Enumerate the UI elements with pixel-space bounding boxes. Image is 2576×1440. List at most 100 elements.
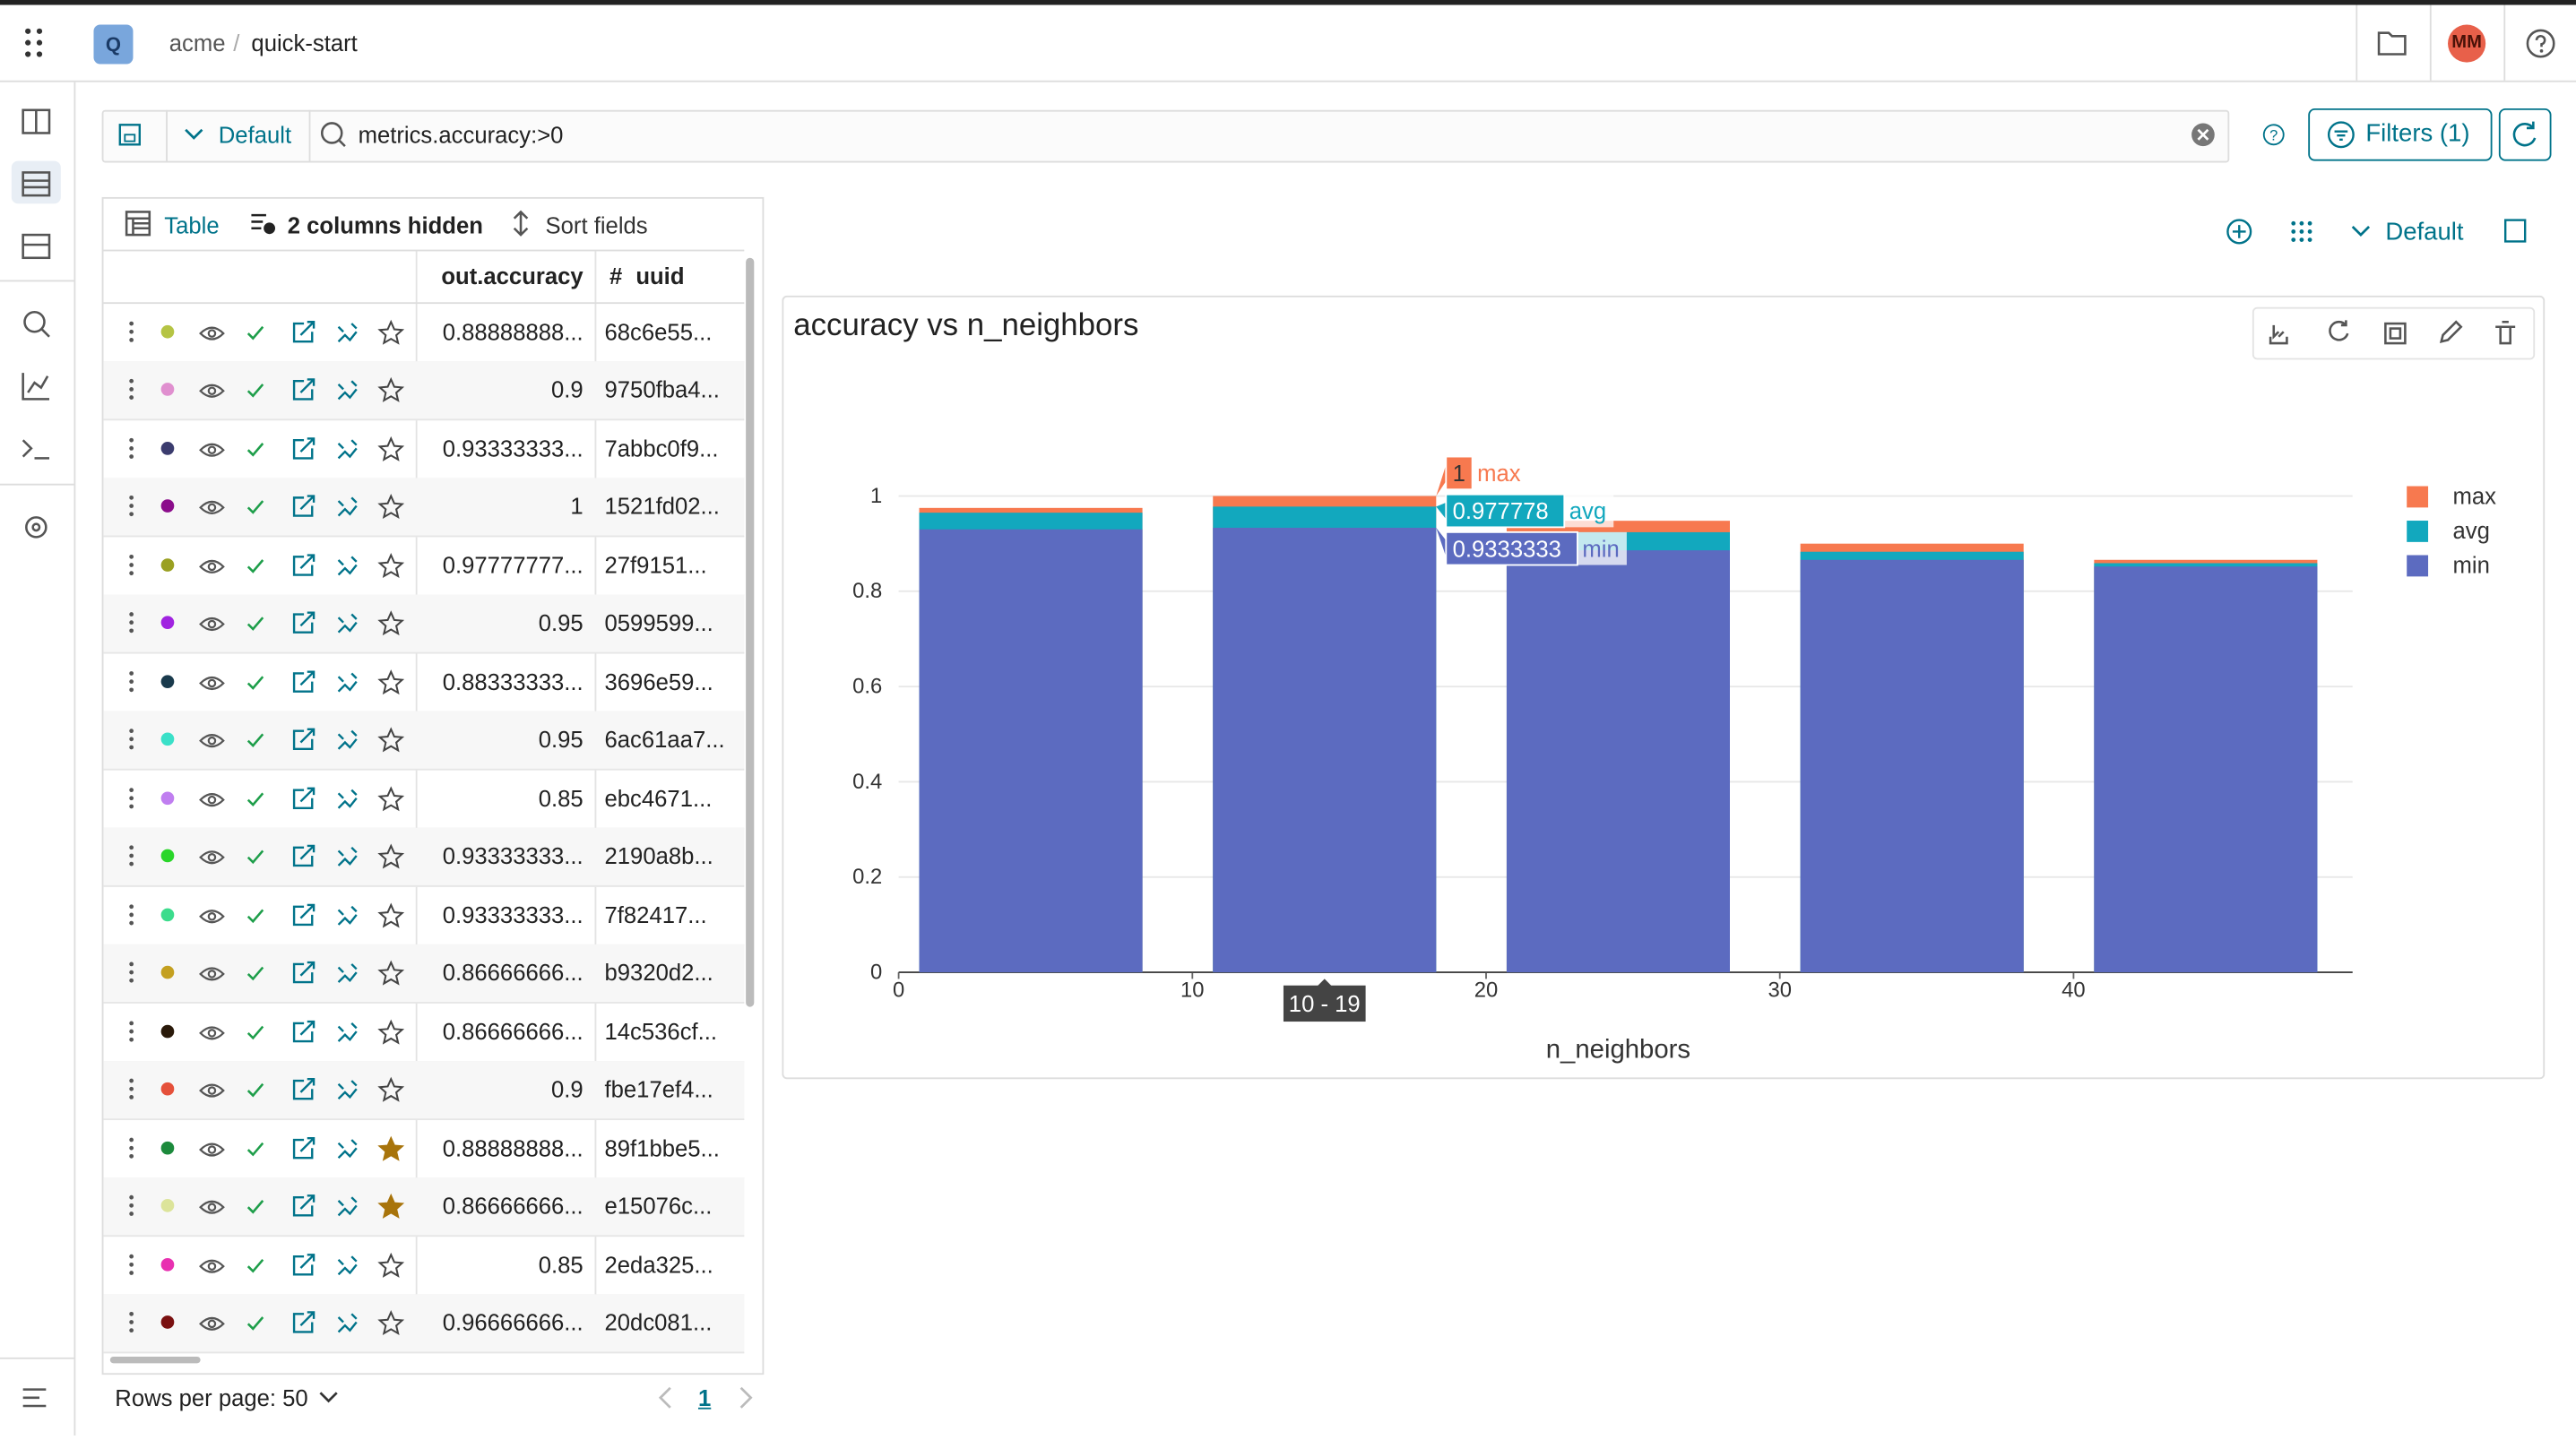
table-row[interactable]: 0.9 fbe17ef4... bbox=[103, 1061, 745, 1121]
table-row[interactable]: 0.88333333... 3696e59... bbox=[103, 653, 745, 713]
star[interactable] bbox=[377, 1018, 405, 1044]
folder-icon[interactable] bbox=[2377, 30, 2407, 56]
column-header[interactable]: out.accuracy bbox=[441, 263, 583, 289]
table-row[interactable]: 0.93333333... 7f82417... bbox=[103, 886, 745, 946]
star[interactable] bbox=[377, 435, 405, 461]
row-actions[interactable] bbox=[103, 653, 415, 711]
column-type: # bbox=[609, 263, 623, 289]
x-tick-label: 30 bbox=[1768, 979, 1792, 1003]
table-row[interactable]: 0.86666666... 14c536cf... bbox=[103, 1003, 745, 1063]
star[interactable] bbox=[377, 1076, 405, 1102]
vertical-scrollbar[interactable] bbox=[746, 257, 755, 1007]
table-row[interactable]: 1 1521fd02... bbox=[103, 479, 745, 539]
page-number[interactable]: 1 bbox=[697, 1384, 712, 1411]
query-help-icon[interactable]: ? bbox=[2262, 123, 2286, 146]
table-row[interactable]: 0.88888888... 68c6e55... bbox=[103, 304, 745, 364]
help-icon[interactable] bbox=[2525, 28, 2556, 59]
row-actions[interactable] bbox=[103, 304, 415, 361]
refresh-button[interactable] bbox=[2498, 108, 2552, 161]
star[interactable] bbox=[377, 319, 405, 345]
table-view-tab[interactable]: Table bbox=[164, 211, 220, 238]
prev-page[interactable] bbox=[657, 1386, 673, 1410]
uuid-cell: 89f1bbe5... bbox=[604, 1134, 720, 1161]
star[interactable] bbox=[377, 494, 405, 520]
add-icon[interactable] bbox=[2226, 219, 2252, 245]
table-row[interactable]: 0.85 2eda325... bbox=[103, 1236, 745, 1296]
bar bbox=[919, 529, 1143, 973]
rows-per-page[interactable]: Rows per page: 50 bbox=[115, 1384, 308, 1411]
row-actions[interactable] bbox=[103, 1003, 415, 1060]
table-panel bbox=[101, 196, 765, 1375]
star[interactable] bbox=[377, 552, 405, 578]
filters-button[interactable]: Filters (1) bbox=[2308, 108, 2493, 161]
save-icon[interactable] bbox=[2503, 219, 2527, 243]
row-actions[interactable] bbox=[103, 944, 415, 1002]
row-actions[interactable] bbox=[103, 828, 415, 885]
table-row[interactable]: 0.96666666... 20dc081... bbox=[103, 1294, 745, 1354]
bar bbox=[1800, 559, 2024, 973]
horizontal-scrollbar[interactable] bbox=[109, 1356, 201, 1364]
avatar[interactable]: MM bbox=[2448, 24, 2486, 63]
row-actions[interactable] bbox=[103, 595, 415, 652]
grid-icon[interactable] bbox=[2291, 220, 2312, 242]
chevron[interactable] bbox=[182, 125, 205, 144]
star[interactable] bbox=[377, 668, 405, 694]
table-row[interactable]: 0.9 9750fba4... bbox=[103, 362, 745, 422]
star[interactable] bbox=[377, 1134, 405, 1160]
legend-label: min bbox=[2453, 554, 2490, 579]
row-actions[interactable] bbox=[103, 1294, 415, 1351]
chevron[interactable] bbox=[2351, 225, 2371, 237]
row-actions[interactable] bbox=[103, 1177, 415, 1235]
star[interactable] bbox=[377, 843, 405, 869]
hidden-columns[interactable]: 2 columns hidden bbox=[287, 211, 483, 238]
row-actions[interactable] bbox=[103, 537, 415, 594]
table-row[interactable]: 0.95 0599599... bbox=[103, 595, 745, 655]
table-row[interactable]: 0.93333333... 7abbc0f9... bbox=[103, 420, 745, 480]
star[interactable] bbox=[377, 901, 405, 927]
next-page[interactable] bbox=[738, 1386, 754, 1410]
table-row[interactable]: 0.95 6ac61aa7... bbox=[103, 711, 745, 772]
sort-fields[interactable]: Sort fields bbox=[545, 211, 648, 238]
breadcrumb-workspace[interactable]: acme bbox=[169, 29, 226, 56]
star[interactable] bbox=[377, 1251, 405, 1277]
star[interactable] bbox=[377, 1309, 405, 1335]
search-query[interactable]: metrics.accuracy:>0 bbox=[358, 121, 564, 148]
chart-title: accuracy vs n_neighbors bbox=[793, 307, 1138, 342]
layout-select[interactable]: Default bbox=[2385, 218, 2464, 246]
table-row[interactable]: 0.85 ebc4671... bbox=[103, 770, 745, 830]
breadcrumb-project[interactable]: quick-start bbox=[251, 29, 358, 56]
star[interactable] bbox=[377, 377, 405, 403]
row-actions[interactable] bbox=[103, 1236, 415, 1293]
panel-action-icons[interactable] bbox=[2254, 309, 2534, 358]
star[interactable] bbox=[377, 727, 405, 753]
star[interactable] bbox=[377, 960, 405, 986]
project-badge[interactable]: Q bbox=[93, 24, 134, 65]
row-actions[interactable] bbox=[103, 1061, 415, 1118]
sidebar-icons[interactable] bbox=[0, 82, 74, 1436]
clear-icon[interactable] bbox=[2190, 122, 2216, 148]
row-actions[interactable] bbox=[103, 711, 415, 769]
star[interactable] bbox=[377, 1193, 405, 1219]
chevron[interactable] bbox=[317, 1388, 341, 1408]
star[interactable] bbox=[377, 610, 405, 636]
table-row[interactable]: 0.86666666... e15076c... bbox=[103, 1177, 745, 1237]
column-header[interactable]: uuid bbox=[635, 263, 685, 289]
row-actions[interactable] bbox=[103, 479, 415, 536]
row-actions[interactable] bbox=[103, 1119, 415, 1177]
row-actions[interactable] bbox=[103, 770, 415, 827]
sidebar bbox=[0, 82, 76, 1436]
save-view-icon[interactable] bbox=[117, 122, 143, 148]
table-row[interactable]: 0.88888888... 89f1bbe5... bbox=[103, 1119, 745, 1179]
table-row[interactable]: 0.86666666... b9320d2... bbox=[103, 944, 745, 1005]
accuracy-cell: 0.93333333... bbox=[442, 842, 583, 870]
star[interactable] bbox=[377, 785, 405, 811]
refresh-icon bbox=[2512, 121, 2537, 147]
view-select[interactable]: Default bbox=[218, 121, 292, 148]
row-actions[interactable] bbox=[103, 362, 415, 419]
run-color bbox=[160, 1024, 175, 1038]
row-actions[interactable] bbox=[103, 886, 415, 944]
table-row[interactable]: 0.97777777... 27f9151... bbox=[103, 537, 745, 597]
apps-icon[interactable] bbox=[23, 26, 49, 59]
row-actions[interactable] bbox=[103, 420, 415, 478]
table-row[interactable]: 0.93333333... 2190a8b... bbox=[103, 828, 745, 888]
